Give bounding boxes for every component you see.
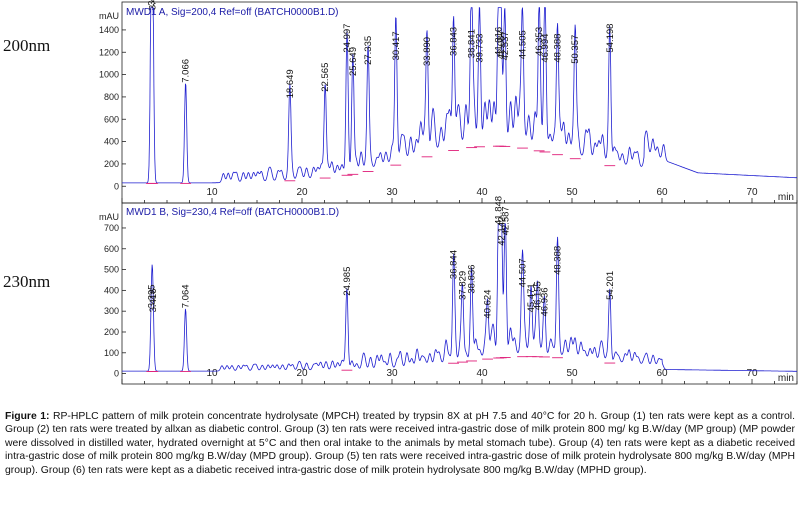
y-tick-label: 400: [104, 285, 119, 295]
chromatogram-panel-230nm: 230nm MWD1 B, Sig=230,4 Ref=off (BATCH000…: [3, 196, 798, 385]
peak-label: 27.335: [363, 36, 374, 65]
peak-label: 48.388: [553, 34, 564, 63]
peak-label: 42.587: [500, 206, 511, 235]
peak-label: 7.064: [181, 284, 192, 308]
peak-label: 25.649: [348, 47, 359, 76]
wavelength-label: 230nm: [3, 272, 50, 291]
peak-label: 41.816: [493, 27, 504, 56]
x-tick-label: 40: [476, 187, 488, 198]
y-axis-label: mAU: [99, 11, 119, 21]
x-tick-label: 50: [566, 187, 578, 198]
y-tick-label: 600: [104, 244, 119, 254]
peak-label: 38.836: [467, 265, 478, 294]
panel-title: MWD1 A, Sig=200,4 Ref=off (BATCH0000B1.D…: [126, 7, 339, 18]
x-tick-label: 50: [566, 368, 578, 379]
y-tick-label: 200: [104, 327, 119, 337]
peak-label: 44.507: [518, 258, 529, 287]
peak-label: 3.295: [147, 284, 158, 308]
x-tick-label: 30: [386, 187, 398, 198]
y-tick-label: 1400: [99, 25, 119, 35]
wavelength-label: 200nm: [3, 36, 50, 55]
figure-caption: Figure 1: RP-HPLC pattern of milk protei…: [5, 410, 795, 477]
peak-label: 3.260: [146, 0, 157, 6]
peak-label: 36.843: [449, 27, 460, 56]
peak-label: 54.198: [605, 24, 616, 53]
y-tick-label: 1000: [99, 70, 119, 80]
chromatogram-trace: [122, 6, 798, 184]
x-tick-label: 70: [746, 368, 758, 379]
x-axis-label: min: [778, 373, 794, 384]
y-tick-label: 600: [104, 114, 119, 124]
peak-label: 33.890: [422, 37, 433, 66]
peak-label: 40.624: [483, 290, 494, 319]
x-tick-label: 60: [656, 187, 668, 198]
x-tick-label: 10: [206, 368, 218, 379]
peak-label: 22.565: [320, 63, 331, 92]
peak-label: 44.505: [518, 30, 529, 59]
peak-label: 36.844: [449, 250, 460, 279]
peak-label: 42.087: [496, 30, 507, 59]
x-tick-label: 70: [746, 187, 758, 198]
x-tick-label: 40: [476, 368, 488, 379]
peak-label: 46.353: [534, 27, 545, 56]
y-tick-label: 800: [104, 92, 119, 102]
peak-label: 38.841: [467, 29, 478, 58]
caption-label: Figure 1:: [5, 411, 50, 422]
y-tick-label: 100: [104, 348, 119, 358]
y-axis-label: mAU: [99, 212, 119, 222]
x-tick-label: 20: [296, 187, 308, 198]
hplc-chromatogram-figure: 200nm MWD1 A, Sig=200,4 Ref=off (BATCH000…: [3, 0, 798, 385]
peak-label: 48.388: [553, 246, 564, 275]
peak-label: 41.848: [494, 196, 505, 225]
y-tick-label: 0: [114, 369, 119, 379]
y-tick-label: 500: [104, 265, 119, 275]
peak-label: 50.357: [570, 35, 581, 64]
y-tick-label: 200: [104, 159, 119, 169]
chromatogram-trace: [122, 223, 797, 372]
peak-label: 46.155: [532, 281, 543, 310]
peak-label: 37.829: [457, 271, 468, 300]
x-tick-label: 60: [656, 368, 668, 379]
peak-label: 46.936: [539, 287, 550, 316]
caption-text: RP-HPLC pattern of milk protein concentr…: [5, 411, 795, 476]
peak-label: 3.409: [148, 0, 159, 10]
peak-label: 42.537: [500, 31, 511, 60]
peak-label: 54.201: [605, 271, 616, 300]
panel-title: MWD1 B, Sig=230,4 Ref=off (BATCH0000B1.D…: [126, 207, 339, 218]
peak-label: 42.142: [496, 217, 507, 246]
peak-label: 24.985: [342, 267, 353, 296]
y-tick-label: 400: [104, 137, 119, 147]
chromatogram-panel-200nm: 200nm MWD1 A, Sig=200,4 Ref=off (BATCH000…: [3, 0, 798, 204]
peak-label: 3.416: [148, 289, 159, 313]
x-axis-label: min: [778, 192, 794, 203]
peak-label: 24.997: [342, 24, 353, 53]
y-tick-label: 0: [114, 181, 119, 191]
y-tick-label: 700: [104, 223, 119, 233]
peak-label: 45.471: [526, 283, 537, 312]
peak-label: 30.417: [391, 31, 402, 60]
x-tick-label: 20: [296, 368, 308, 379]
y-tick-label: 300: [104, 306, 119, 316]
peak-label: 39.733: [475, 34, 486, 63]
x-tick-label: 30: [386, 368, 398, 379]
peak-label: 18.649: [285, 69, 296, 98]
peak-label: 7.066: [181, 59, 192, 83]
peak-label: 46.994: [540, 34, 551, 63]
x-tick-label: 10: [206, 187, 218, 198]
y-tick-label: 1200: [99, 47, 119, 57]
